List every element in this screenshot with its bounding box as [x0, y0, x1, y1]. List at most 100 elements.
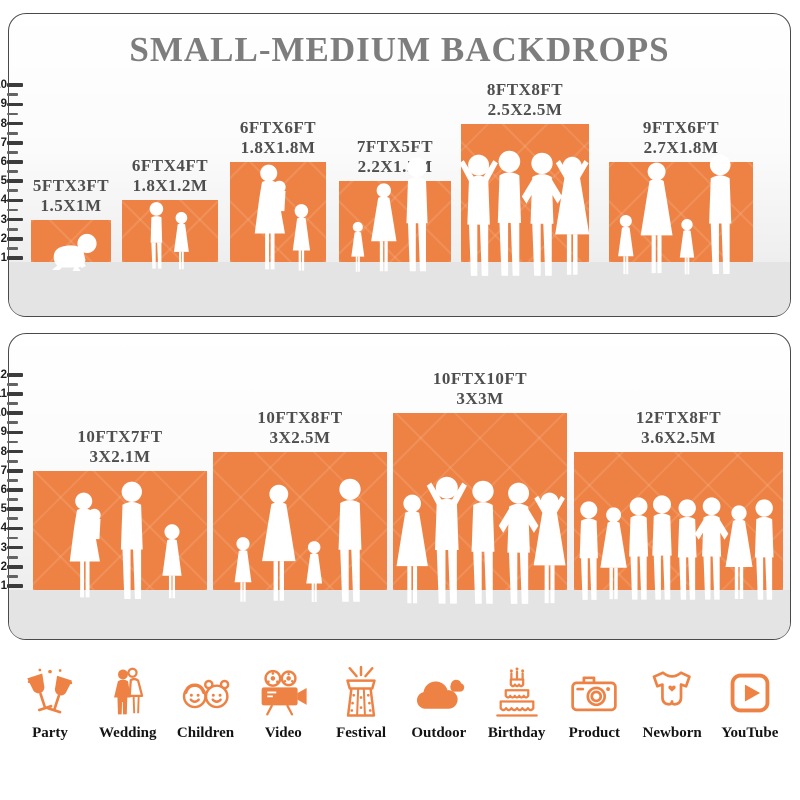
- backdrop-size-label: 6FTX4FT 1.8X1.2M: [60, 156, 280, 196]
- video-icon: [256, 666, 310, 720]
- ruler-major-tick: [7, 373, 23, 377]
- backdrop-size-label: 6FTX6FT 1.8X1.8M: [168, 118, 388, 158]
- ruler-major-tick: [7, 411, 23, 415]
- size-meters-text: 3X3M: [456, 389, 504, 408]
- ruler-minor-tick: [7, 555, 18, 559]
- ruler-major-tick: [7, 449, 23, 454]
- ruler-major-tick: [7, 584, 23, 588]
- birthday-icon: [490, 666, 544, 720]
- ruler-major-tick: [7, 565, 23, 569]
- ruler-tick-label-3: 3: [0, 541, 7, 554]
- ruler-minor-tick: [7, 208, 18, 212]
- size-meters-text: 3X2.1M: [89, 447, 151, 466]
- ruler-minor-tick: [7, 189, 18, 193]
- size-feet-text: 12FTX8FT: [635, 408, 722, 427]
- ruler-major-tick: [7, 198, 23, 203]
- size-meters-text: 3X2.5M: [269, 428, 331, 447]
- party-icon: [23, 666, 77, 720]
- size-meters-text: 1.8X1.8M: [240, 138, 316, 157]
- ruler-tick-label-1: 1: [0, 252, 7, 264]
- ruler-minor-tick: [7, 227, 18, 231]
- backdrop-bar-6ftx4ft: [122, 200, 218, 262]
- category-label: Festival: [336, 725, 387, 741]
- baby-silhouette: [41, 231, 101, 271]
- category-youtube: YouTube: [712, 652, 788, 772]
- category-label: Outdoor: [411, 725, 467, 741]
- size-feet-text: 10FTX8FT: [257, 408, 343, 427]
- boy-silhouette: [142, 201, 171, 273]
- ruler-major-tick: [7, 256, 23, 260]
- size-meters-text: 2.5X2.5M: [487, 100, 563, 119]
- ruler-minor-tick: [7, 170, 18, 173]
- woman-baby-silhouette: [63, 491, 108, 603]
- category-children: Children: [168, 652, 244, 772]
- ruler-tick-label-8: 8: [0, 117, 7, 130]
- woman-silhouette: [633, 161, 680, 279]
- size-feet-text: 5FTX3FT: [32, 176, 110, 195]
- ruler-minor-tick: [7, 459, 18, 463]
- ruler-minor-tick: [7, 112, 18, 116]
- ruler-minor-tick: [7, 421, 18, 425]
- man-silhouette: [695, 153, 745, 279]
- size-feet-text: 8FTX8FT: [486, 80, 564, 99]
- man-silhouette: [107, 480, 157, 604]
- ruler-tick-label-9: 9: [0, 98, 7, 111]
- ruler-tick-label-3: 3: [0, 213, 7, 226]
- size-feet-text: 6FTX4FT: [131, 156, 209, 175]
- category-birthday: Birthday: [479, 652, 555, 772]
- ruler-major-tick: [7, 237, 23, 241]
- ruler-tick-label-4: 4: [0, 194, 7, 207]
- outdoor-icon: [412, 666, 466, 720]
- newborn-icon: [645, 666, 699, 720]
- ruler-major-tick: [7, 121, 23, 126]
- size-feet-text: 7FTX5FT: [356, 137, 434, 156]
- size-feet-text: 10FTX10FT: [432, 369, 528, 388]
- ruler-tick-label-10: 10: [0, 79, 7, 92]
- ruler-major-tick: [7, 217, 23, 222]
- ruler-major-tick: [7, 430, 23, 435]
- size-meters-text: 1.5X1M: [40, 196, 102, 215]
- ruler-minor-tick: [7, 498, 18, 501]
- product-icon: [567, 666, 621, 720]
- category-label: Video: [264, 725, 302, 741]
- category-label: Newborn: [642, 725, 702, 741]
- girl-silhouette: [301, 540, 327, 606]
- ruler-major-tick: [7, 392, 23, 396]
- ruler-major-tick: [7, 141, 23, 145]
- girl-silhouette: [156, 523, 188, 603]
- woman-armsup-silhouette: [526, 491, 573, 609]
- backdrop-size-label: 10FTX8FT 3X2.5M: [190, 408, 410, 448]
- wedding-icon: [101, 666, 155, 720]
- size-feet-text: 9FTX6FT: [642, 118, 720, 137]
- category-row: Party Wedding: [0, 652, 800, 772]
- category-label: Wedding: [99, 725, 157, 741]
- size-meters-text: 1.8X1.2M: [132, 176, 208, 195]
- man-silhouette: [393, 156, 441, 276]
- ruler-major-tick: [7, 545, 23, 550]
- ruler-minor-tick: [7, 536, 18, 540]
- girl-silhouette: [287, 203, 316, 275]
- girl-silhouette: [229, 536, 257, 606]
- ruler-major-tick: [7, 102, 23, 107]
- category-party: Party: [12, 652, 88, 772]
- ruler-tick-label-6: 6: [0, 484, 7, 496]
- ruler-tick-label-2: 2: [0, 560, 7, 573]
- size-meters-text: 2.7X1.8M: [643, 138, 719, 157]
- ruler-minor-tick: [7, 247, 18, 250]
- girl-silhouette: [169, 211, 194, 273]
- backdrop-size-label: 12FTX8FT 3.6X2.5M: [569, 408, 789, 448]
- ruler-minor-tick: [7, 93, 18, 97]
- category-label: Product: [568, 725, 621, 741]
- ruler-tick-label-6: 6: [0, 156, 7, 168]
- ruler-minor-tick: [7, 440, 18, 444]
- ruler-major-tick: [7, 526, 23, 531]
- ruler-tick-label-9: 9: [0, 426, 7, 439]
- category-festival: Festival: [323, 652, 399, 772]
- ruler-tick-label-8: 8: [0, 445, 7, 458]
- ruler-minor-tick: [7, 575, 18, 578]
- category-label: YouTube: [721, 725, 779, 741]
- category-label: Birthday: [487, 725, 546, 741]
- festival-icon: [334, 665, 388, 720]
- category-video: Video: [245, 652, 321, 772]
